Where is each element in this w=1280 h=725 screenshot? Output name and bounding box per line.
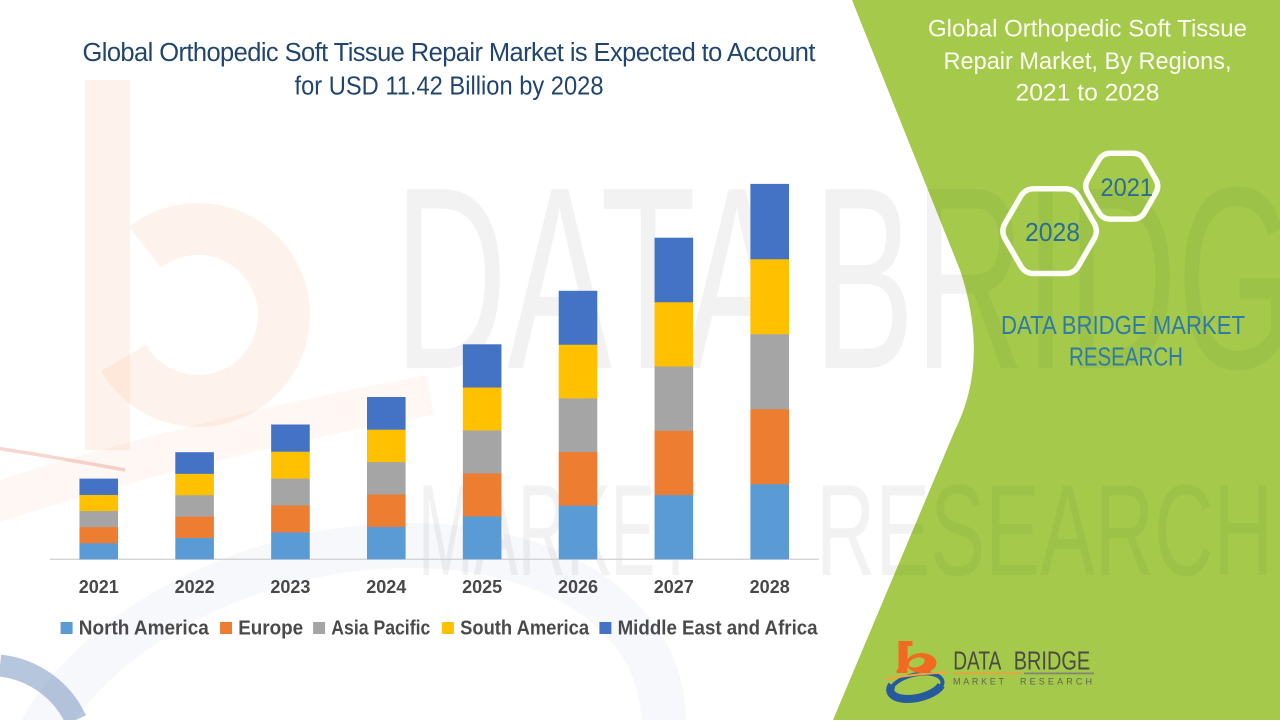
svg-text:2021: 2021 xyxy=(1101,174,1154,202)
svg-text:2028: 2028 xyxy=(1025,217,1080,247)
svg-text:2024: 2024 xyxy=(366,577,406,597)
svg-text:2021 to 2028: 2021 to 2028 xyxy=(1016,80,1160,107)
svg-text:2022: 2022 xyxy=(175,577,215,597)
svg-text:2028: 2028 xyxy=(750,577,790,597)
svg-text:DATA: DATA xyxy=(953,647,1001,675)
svg-text:2025: 2025 xyxy=(462,577,502,597)
svg-text:Repair Market, By Regions,: Repair Market, By Regions, xyxy=(944,48,1232,75)
svg-text:for USD 11.42 Billion by 2028: for USD 11.42 Billion by 2028 xyxy=(295,73,604,101)
svg-text:Global Orthopedic Soft Tissue: Global Orthopedic Soft Tissue xyxy=(928,16,1247,43)
svg-text:2021: 2021 xyxy=(79,577,119,597)
svg-text:BRIDGE: BRIDGE xyxy=(1014,647,1090,675)
svg-text:Asia Pacific: Asia Pacific xyxy=(331,618,430,640)
svg-text:Global Orthopedic Soft Tissue: Global Orthopedic Soft Tissue Repair Mar… xyxy=(83,39,816,67)
svg-text:North America: North America xyxy=(79,618,210,640)
svg-text:DATA BRIDGE MARKET: DATA BRIDGE MARKET xyxy=(1001,310,1245,340)
svg-text:2026: 2026 xyxy=(558,577,598,597)
svg-text:RESEARCH: RESEARCH xyxy=(1069,342,1183,372)
svg-text:Europe: Europe xyxy=(238,618,303,640)
svg-text:South America: South America xyxy=(460,618,590,640)
svg-text:Middle East and Africa: Middle East and Africa xyxy=(618,618,819,640)
svg-text:2023: 2023 xyxy=(270,577,310,597)
svg-text:2027: 2027 xyxy=(654,577,694,597)
